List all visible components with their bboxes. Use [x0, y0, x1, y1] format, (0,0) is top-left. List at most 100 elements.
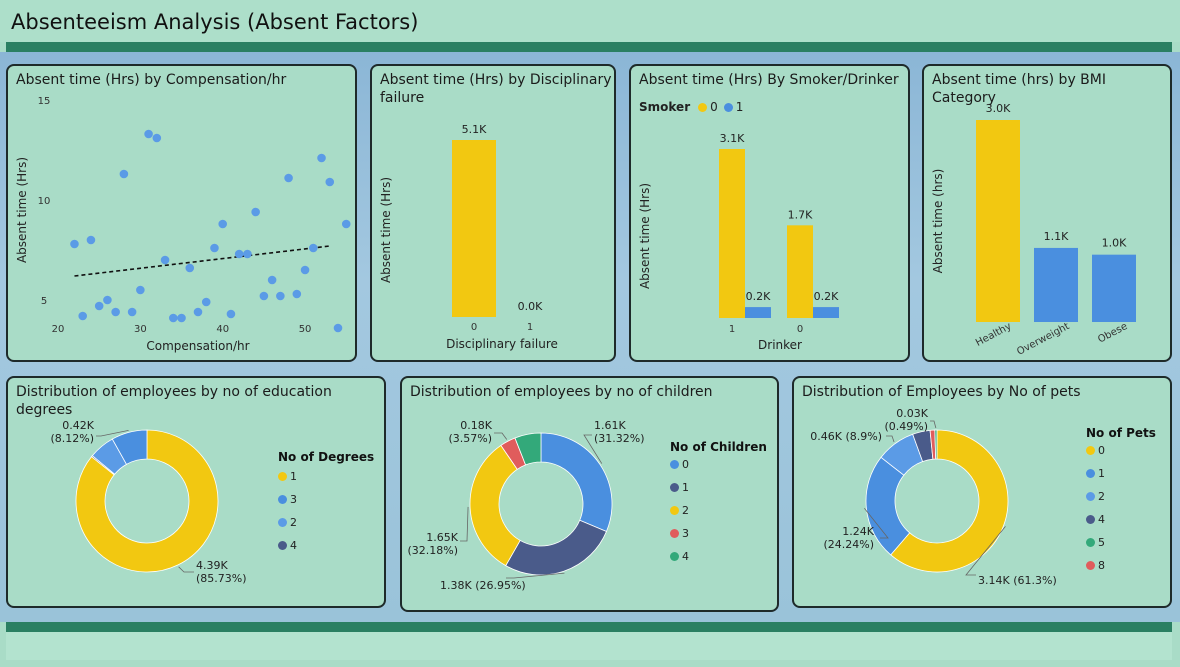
- legend-item[interactable]: 1: [278, 470, 297, 483]
- scatter-point[interactable]: [86, 235, 96, 245]
- data-label: 5.1K: [462, 123, 487, 136]
- legend-item[interactable]: 2: [670, 504, 689, 517]
- legend-item[interactable]: 2: [1086, 490, 1105, 503]
- scatter-point[interactable]: [152, 133, 162, 143]
- legend-item[interactable]: 0: [670, 458, 689, 471]
- compensation-scatter-panel[interactable]: Absent time (Hrs) by Compensation/hr 5 10…: [6, 64, 357, 362]
- scatter-point[interactable]: [226, 309, 236, 319]
- x-tick-label: 1: [527, 322, 533, 333]
- y-axis-label: Absent time (hrs): [931, 169, 945, 274]
- scatter-point[interactable]: [144, 129, 153, 139]
- legend-dot-icon: [278, 495, 287, 504]
- scatter-point[interactable]: [70, 239, 79, 249]
- scatter-point[interactable]: [308, 243, 318, 253]
- donut-slice[interactable]: [111, 429, 148, 465]
- legend-item[interactable]: 4: [670, 550, 689, 563]
- scatter-point[interactable]: [127, 307, 137, 317]
- pets-donut-chart[interactable]: 3.14K (61.3%) 1.24K(24.24%) 0.46K (8.9%) 0.…: [794, 378, 1172, 608]
- legend-item[interactable]: 1: [670, 481, 689, 494]
- data-label: 0.0K: [518, 300, 543, 313]
- legend-item[interactable]: 2: [278, 516, 297, 529]
- donut-slice[interactable]: [75, 429, 219, 573]
- legend-title: No of Degrees: [278, 450, 375, 464]
- legend-item[interactable]: 8: [1086, 559, 1105, 572]
- children-donut-chart[interactable]: 1.61K(31.32%) 1.38K (26.95%) 1.65K(32.18%)…: [402, 378, 779, 612]
- leader-line: [886, 435, 895, 443]
- page-title: Absenteeism Analysis (Absent Factors): [11, 10, 419, 34]
- legend-item[interactable]: 5: [1086, 536, 1105, 549]
- legend-label: 1: [682, 481, 689, 494]
- bar[interactable]: [787, 225, 813, 318]
- legend-item[interactable]: 0: [1086, 444, 1105, 457]
- scatter-point[interactable]: [111, 307, 120, 317]
- scatter-point[interactable]: [234, 249, 244, 259]
- legend-item[interactable]: 1: [723, 100, 743, 114]
- bar[interactable]: [452, 140, 496, 317]
- x-axis-label: Disciplinary failure: [446, 337, 558, 351]
- data-label: 1.0K: [1102, 237, 1127, 250]
- disciplinary-bar-chart[interactable]: 5.1K 0 0.0K 1 Disciplinary failure Absent tim…: [372, 66, 616, 362]
- bmi-bar-panel[interactable]: Absent time (hrs) by BMI Category 3.0K He…: [922, 64, 1172, 362]
- scatter-point[interactable]: [267, 275, 277, 285]
- scatter-point[interactable]: [284, 173, 293, 183]
- disciplinary-bar-panel[interactable]: Absent time (Hrs) by Disciplinary failur…: [370, 64, 616, 362]
- bar[interactable]: [1034, 247, 1078, 322]
- legend-label: 1: [290, 470, 297, 483]
- scatter-point[interactable]: [201, 297, 211, 307]
- data-label: 0.2K: [746, 290, 771, 303]
- donut-slice[interactable]: [890, 429, 1009, 573]
- education-donut-chart[interactable]: 4.39K(85.73%) 0.42K(8.12%): [8, 378, 386, 608]
- scatter-point[interactable]: [325, 177, 335, 187]
- legend-item[interactable]: 4: [278, 539, 297, 552]
- scatter-point[interactable]: [210, 243, 219, 253]
- donut-slice[interactable]: [540, 432, 613, 532]
- scatter-point[interactable]: [300, 265, 310, 275]
- bar[interactable]: [719, 149, 745, 318]
- slice-label: 1.38K (26.95%): [440, 579, 526, 592]
- bar[interactable]: [976, 120, 1020, 322]
- scatter-point[interactable]: [136, 285, 145, 295]
- scatter-point[interactable]: [168, 313, 178, 323]
- scatter-point[interactable]: [177, 313, 186, 323]
- scatter-point[interactable]: [94, 301, 104, 311]
- legend-item[interactable]: 1: [1086, 467, 1105, 480]
- scatter-point[interactable]: [185, 263, 195, 273]
- bar[interactable]: [813, 307, 839, 318]
- scatter-point[interactable]: [160, 255, 170, 265]
- scatter-point[interactable]: [193, 307, 203, 317]
- scatter-point[interactable]: [341, 219, 351, 229]
- donut-slice[interactable]: [505, 519, 607, 576]
- scatter-point[interactable]: [276, 291, 285, 301]
- legend-item[interactable]: 3: [278, 493, 297, 506]
- bar[interactable]: [745, 307, 771, 318]
- scatter-point[interactable]: [78, 311, 88, 321]
- bar[interactable]: [1092, 254, 1136, 322]
- scatter-point[interactable]: [292, 289, 302, 299]
- leader-line: [506, 572, 565, 579]
- legend-label: 3: [682, 527, 689, 540]
- legend-item[interactable]: 3: [670, 527, 689, 540]
- scatter-point[interactable]: [259, 291, 269, 301]
- scatter-point[interactable]: [317, 153, 326, 163]
- scatter-point[interactable]: [119, 169, 129, 179]
- donut-slice[interactable]: [934, 429, 938, 460]
- scatter-point[interactable]: [333, 323, 343, 333]
- chart-title: Absent time (Hrs) By Smoker/Drinker: [639, 72, 899, 88]
- donut-slice[interactable]: [514, 432, 542, 466]
- smoker-drinker-bar-panel[interactable]: Absent time (Hrs) By Smoker/Drinker Smok…: [629, 64, 910, 362]
- bmi-bar-chart[interactable]: 3.0KHealthy1.1KOverweight1.0KObeseAbsent…: [924, 66, 1172, 362]
- scatter-point[interactable]: [103, 295, 112, 305]
- x-tick-label: 0: [797, 324, 803, 335]
- legend-item[interactable]: 0: [698, 100, 718, 114]
- slice-label: 0.03K: [896, 407, 928, 420]
- education-donut-panel[interactable]: Distribution of employees by no of educa…: [6, 376, 386, 608]
- children-donut-panel[interactable]: Distribution of employees by no of child…: [400, 376, 779, 612]
- scatter-point[interactable]: [243, 249, 252, 259]
- pets-donut-panel[interactable]: Distribution of Employees by No of pets …: [792, 376, 1172, 608]
- scatter-point[interactable]: [251, 207, 260, 217]
- donut-slice[interactable]: [469, 444, 521, 567]
- scatter-point[interactable]: [218, 219, 228, 229]
- legend-item[interactable]: 4: [1086, 513, 1105, 526]
